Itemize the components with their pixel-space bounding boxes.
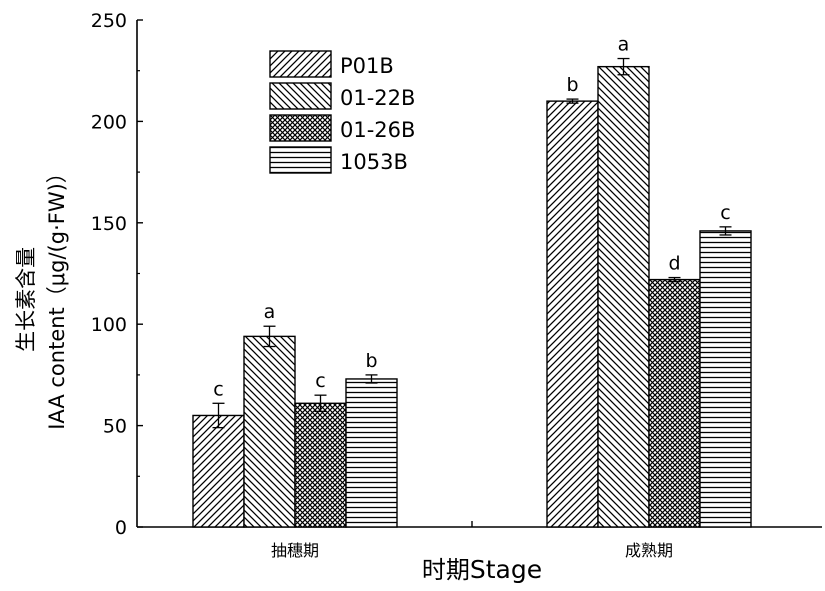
significance-label: c [315, 370, 325, 392]
legend-label: P01B [340, 54, 394, 78]
error-bars [212, 57, 732, 429]
bar-P01B-1 [546, 100, 599, 528]
significance-label: c [213, 378, 223, 400]
significance-label: b [365, 350, 377, 372]
y-tick-label: 0 [115, 517, 127, 539]
legend: P01B 01-22B 01-26B 1053B [269, 50, 415, 174]
y-tick-label: 250 [91, 10, 127, 32]
y-tick-label: 150 [91, 213, 127, 235]
y-tick-label: 200 [91, 111, 127, 133]
bar-01-26B-0 [294, 402, 347, 528]
bars [192, 65, 752, 528]
x-axis-title: 时期Stage [422, 555, 542, 584]
legend-label: 01-26B [340, 118, 415, 142]
x-tick-label: 成熟期 [625, 541, 673, 560]
bar-01-22B-1 [597, 65, 650, 528]
y-axis-title-line-cn: 生长素含量 [14, 247, 38, 352]
legend-swatch [269, 50, 332, 78]
bar-01-22B-0 [243, 335, 296, 528]
y-axis-title-line-en: IAA content（μg/(g·FW)） [45, 162, 69, 430]
significance-labels: c b a a c d b c [213, 34, 730, 401]
bar-01-26B-1 [648, 278, 701, 528]
legend-swatch [269, 82, 332, 110]
x-axis-title-en: Stage [470, 555, 542, 584]
bar-1053B-1 [699, 230, 752, 528]
significance-label: a [264, 301, 276, 323]
bar-1053B-0 [345, 378, 398, 528]
significance-label: b [566, 74, 578, 96]
y-tick-label: 100 [91, 314, 127, 336]
legend-label: 1053B [340, 150, 408, 174]
legend-swatch [269, 114, 332, 142]
significance-label: c [720, 202, 730, 224]
y-axis-title: 生长素含量 IAA content（μg/(g·FW)） [14, 162, 69, 430]
legend-swatch [269, 146, 332, 174]
x-axis-title-cn: 时期 [422, 556, 470, 584]
bar-P01B-0 [192, 414, 245, 528]
significance-label: a [618, 34, 630, 56]
significance-label: d [668, 253, 680, 275]
y-tick-label: 50 [103, 416, 127, 438]
x-tick-label: 抽穗期 [271, 541, 319, 560]
legend-label: 01-22B [340, 86, 415, 110]
